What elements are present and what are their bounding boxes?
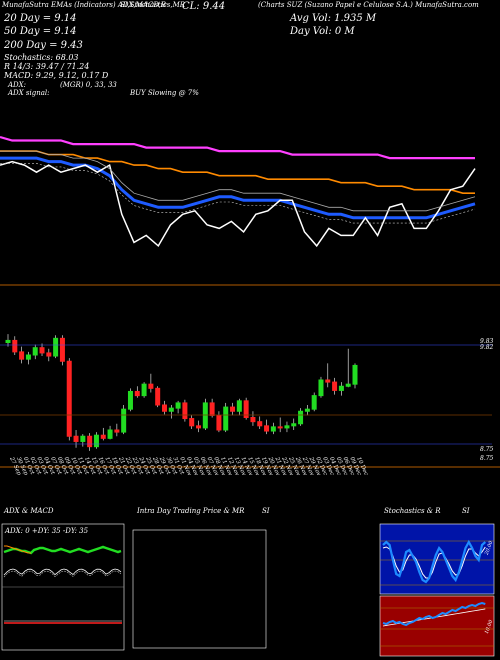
adx-values-line: ADX: 0 +DY: 35 -DY: 35 [5,527,89,535]
candle-panel [5,334,358,451]
ema-line-price [0,160,476,248]
candle-body [270,426,276,432]
candle-body [59,337,65,362]
candle-body [127,390,133,410]
candle-body [114,429,120,433]
candle-body [134,390,140,397]
candle-body [155,387,161,406]
adx-label: ADX: [8,81,27,89]
header-top-mid: SI,Stochastics,MR [120,1,186,9]
candle-body [345,383,351,387]
candle-body [100,434,106,439]
price-label-top2: 9.82 [480,344,494,351]
candle-body [216,414,222,431]
ema-line-200-day [0,135,475,160]
candle-body [121,408,127,433]
intraday-title: Intra Day Trading Price & MR [137,507,245,515]
ema50-label: 50 Day = 9.14 [4,26,77,37]
candle-body [107,429,113,439]
candle-body [277,426,283,429]
ema-envelope-upper [0,150,476,212]
intraday-panel [132,529,267,649]
candle-body [148,383,154,389]
stochastics-title: Stochastics & R [384,507,441,515]
header-top-left: MunafaSutra EMAs (Indicators) ADX,MACD,B [2,1,167,9]
candle-body [73,435,79,442]
ema-line-50-day [0,150,475,194]
candle-body [5,339,11,343]
candle-body [87,435,93,448]
candle-body [182,402,188,420]
candle-body [168,407,174,412]
candle-body [332,381,338,391]
candle-body [318,379,324,397]
day-vol-label: Day Vol: 0 M [290,26,355,37]
candle-body [66,360,72,437]
candle-body [298,410,304,425]
stochastics-lines [380,539,494,647]
si-title-right: SI [462,507,470,515]
candle-body [264,425,270,432]
macd-label: MACD: 9.29, 9.12, 0.17 D [4,71,109,80]
stoch-k-line [382,539,487,584]
candle-body [243,400,249,419]
candle-body [304,408,310,412]
candle-body [39,347,45,354]
stochastics-label: Stochastics: 68.03 [4,53,79,62]
candle-body [223,406,229,431]
header-top-right: (Charts SUZ (Suzano Papel e Celulose S.A… [258,1,479,9]
buy-label: BUY Slowing @ 7% [130,89,199,97]
candle-body [19,351,25,360]
candle-body [141,383,147,397]
candle-body [93,434,99,448]
ema20-label: 20 Day = 9.14 [4,13,77,24]
ema-panel [0,135,476,248]
rsi-line [382,601,486,627]
candle-body [46,352,52,357]
price-label-bottom2: 8.75 [480,455,494,462]
candle-body [80,435,86,442]
price-label-top1: 9.83 [480,338,494,345]
candle-body [236,400,242,412]
candle-body [196,425,202,429]
r-label: R 14/3: 39.47 / 71.24 [4,62,90,71]
avg-vol-label: Avg Vol: 1.935 M [290,13,377,24]
candle-body [291,423,297,427]
candle-body [202,402,208,429]
candle-body [352,364,358,385]
candle-body [189,418,195,427]
candle-body [175,402,181,409]
adx-signal-label: ADX signal: [8,89,50,97]
mgr-label: (MGR) 0, 33, 33 [60,81,117,89]
adx-wave-dashed [3,570,122,578]
adx-wave [3,568,122,576]
ema-envelope-lower [0,163,476,224]
minus-di-line [4,545,31,554]
candle-body [338,385,344,391]
candle-body [25,354,31,360]
adx-macd-title: ADX & MACD [4,507,54,515]
candle-body [284,425,290,429]
candle-body [53,337,59,357]
price-label-bottom1: 8.75 [480,446,494,453]
ema200-label: 200 Day = 9.43 [4,40,83,51]
candle-body [32,347,38,356]
close-price-label: CL: 9.44 [182,1,226,12]
candle-body [209,402,215,416]
candle-body [161,404,167,412]
candle-body [325,379,331,383]
candle-body [12,339,18,353]
adx-lines [3,545,122,624]
candle-body [257,421,263,427]
ema-line-20-day [0,156,476,220]
candle-body [311,395,317,410]
candle-body [250,417,256,423]
si-title-mid: SI [262,507,270,515]
candle-body [230,406,236,412]
